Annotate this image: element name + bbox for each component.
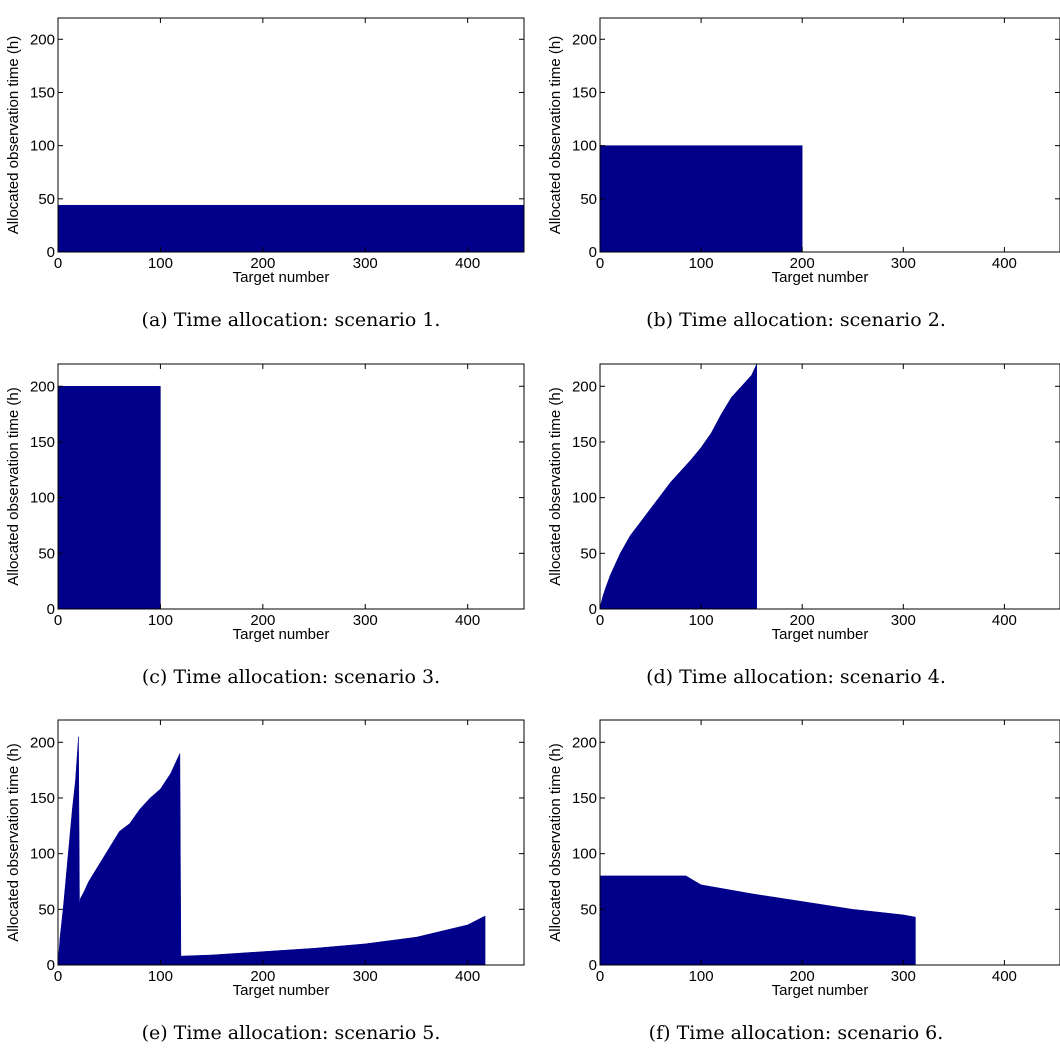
plot-frame [57, 719, 525, 966]
y-axis-label: Allocated observation time (h) [547, 743, 564, 941]
y-tick-label: 150 [572, 434, 597, 451]
y-tick-label: 100 [572, 490, 597, 507]
x-tick-label: 300 [891, 255, 916, 272]
y-tick-label: 150 [30, 434, 55, 451]
y-tick-label: 100 [572, 846, 597, 863]
y-tick-label: 0 [589, 957, 597, 974]
y-tick-label: 200 [572, 31, 597, 48]
x-tick-label: 100 [148, 612, 173, 629]
x-tick-label: 300 [353, 968, 378, 985]
allocation-area [599, 145, 1060, 253]
x-tick-label: 100 [689, 968, 714, 985]
y-tick-label: 200 [30, 31, 55, 48]
y-tick-label: 200 [30, 734, 55, 751]
allocation-area [57, 386, 524, 610]
x-tick-label: 400 [992, 968, 1017, 985]
y-tick-label: 50 [38, 901, 55, 918]
y-tick-label: 50 [580, 545, 597, 562]
panel-caption: (b) Time allocation: scenario 2. [646, 309, 946, 331]
x-axis-label: Target number [772, 269, 869, 286]
x-tick-label: 200 [790, 255, 815, 272]
x-tick-label: 100 [689, 255, 714, 272]
y-tick-label: 50 [38, 545, 55, 562]
x-tick-label: 400 [992, 612, 1017, 629]
x-tick-label: 0 [54, 612, 62, 629]
y-axis-label: Allocated observation time (h) [5, 36, 22, 234]
panel-caption: (d) Time allocation: scenario 4. [646, 666, 946, 688]
x-tick-label: 300 [891, 968, 916, 985]
x-tick-label: 100 [689, 612, 714, 629]
y-tick-label: 50 [580, 901, 597, 918]
x-axis-label: Target number [233, 982, 330, 999]
y-tick-label: 100 [30, 490, 55, 507]
y-axis-label: Allocated observation time (h) [547, 387, 564, 585]
y-tick-label: 0 [47, 957, 55, 974]
x-tick-label: 400 [455, 968, 480, 985]
y-tick-label: 150 [572, 84, 597, 101]
y-tick-label: 100 [30, 138, 55, 155]
y-tick-label: 0 [589, 601, 597, 618]
panel-caption: (c) Time allocation: scenario 3. [142, 666, 440, 688]
y-tick-label: 0 [47, 244, 55, 261]
x-axis-label: Target number [772, 982, 869, 999]
y-tick-label: 100 [30, 846, 55, 863]
panel-caption: (f) Time allocation: scenario 6. [649, 1022, 944, 1044]
y-tick-label: 150 [30, 84, 55, 101]
x-tick-label: 200 [790, 968, 815, 985]
x-axis-label: Target number [233, 626, 330, 643]
x-axis-label: Target number [233, 269, 330, 286]
panel-caption: (e) Time allocation: scenario 5. [142, 1022, 441, 1044]
y-tick-label: 200 [572, 378, 597, 395]
x-tick-label: 200 [790, 612, 815, 629]
y-tick-label: 0 [47, 601, 55, 618]
y-axis-label: Allocated observation time (h) [5, 743, 22, 941]
x-tick-label: 200 [250, 612, 275, 629]
x-tick-label: 300 [891, 612, 916, 629]
x-tick-label: 300 [353, 255, 378, 272]
plot-frame [57, 363, 525, 610]
x-tick-label: 100 [148, 255, 173, 272]
allocation-area [599, 875, 1060, 966]
allocation-area [599, 363, 1060, 610]
y-tick-label: 0 [589, 244, 597, 261]
y-axis-label: Allocated observation time (h) [547, 36, 564, 234]
plot-frame [599, 719, 1060, 966]
x-tick-label: 100 [148, 968, 173, 985]
x-tick-label: 400 [455, 255, 480, 272]
x-tick-label: 0 [596, 968, 604, 985]
y-tick-label: 50 [38, 191, 55, 208]
y-tick-label: 50 [580, 191, 597, 208]
y-tick-label: 150 [572, 790, 597, 807]
plot-frame [599, 17, 1060, 253]
x-tick-label: 0 [54, 968, 62, 985]
x-tick-label: 400 [455, 612, 480, 629]
y-axis-label: Allocated observation time (h) [5, 387, 22, 585]
y-tick-label: 200 [572, 734, 597, 751]
plot-frame [57, 17, 525, 253]
x-axis-label: Target number [772, 626, 869, 643]
y-tick-label: 200 [30, 378, 55, 395]
allocation-area [57, 736, 524, 966]
allocation-area [57, 204, 525, 253]
y-tick-label: 100 [572, 138, 597, 155]
x-tick-label: 0 [596, 612, 604, 629]
x-tick-label: 200 [250, 255, 275, 272]
y-tick-label: 150 [30, 790, 55, 807]
x-tick-label: 300 [353, 612, 378, 629]
x-tick-label: 200 [250, 968, 275, 985]
x-tick-label: 400 [992, 255, 1017, 272]
x-tick-label: 0 [54, 255, 62, 272]
plot-frame [599, 363, 1060, 610]
x-tick-label: 0 [596, 255, 604, 272]
panel-caption: (a) Time allocation: scenario 1. [142, 309, 441, 331]
